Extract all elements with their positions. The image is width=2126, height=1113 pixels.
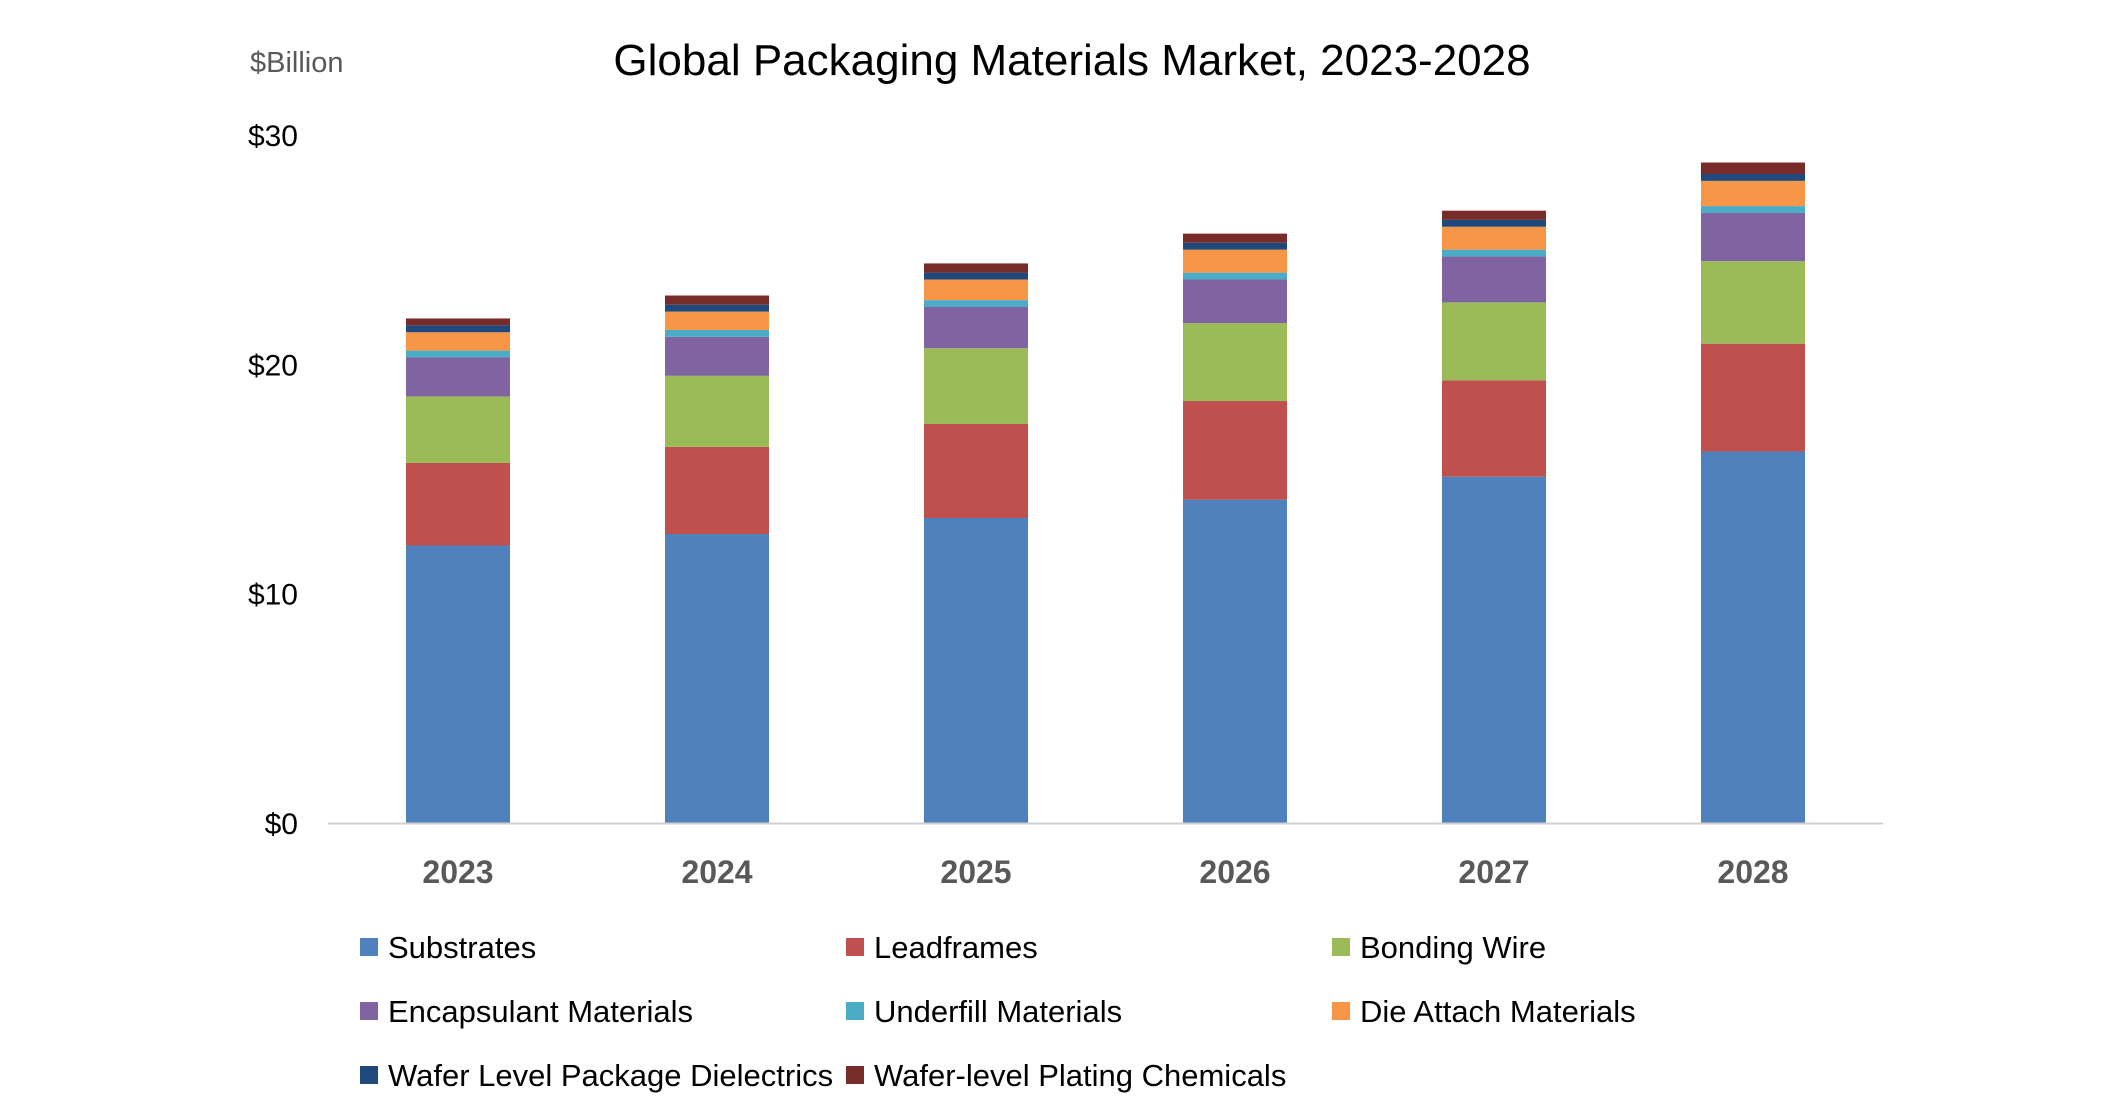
y-tick-label: $20 [248,349,298,382]
legend-swatch [846,1066,864,1084]
bar-segment [1701,343,1805,452]
bar-segment [924,348,1028,424]
legend-swatch [360,1002,378,1020]
bar-segment [924,272,1028,280]
bar-segment [1442,476,1546,823]
x-tick-label: 2026 [1199,854,1270,890]
bar-segment [406,462,510,546]
bar-segment [924,279,1028,301]
y-tick-label: $0 [265,808,298,841]
bar-segment [665,311,769,330]
bar-segment [924,300,1028,307]
bar-segment [1442,226,1546,250]
bar-segment [1183,233,1287,243]
bar-segment [665,375,769,447]
legend-label: Wafer Level Package Dielectrics [388,1058,833,1093]
y-unit-label: $Billion [250,47,344,79]
legend-swatch [846,1002,864,1020]
legend-label: Encapsulant Materials [388,994,693,1029]
legend-label: Die Attach Materials [1360,994,1636,1029]
x-tick-label: 2028 [1717,854,1788,890]
bar-segment [924,307,1028,349]
legend-label: Leadframes [874,930,1038,965]
bar-segment [665,534,769,823]
legend-label: Wafer-level Plating Chemicals [874,1058,1286,1093]
bar-segment [1442,249,1546,257]
legend-label: Substrates [388,930,536,965]
bar-segment [1701,451,1805,823]
bar-segment [1183,323,1287,402]
bar-segment [1701,206,1805,213]
bar-segment [406,350,510,358]
bar-segment [1442,210,1546,220]
x-tick-label: 2025 [940,854,1011,890]
bar-segment [1442,380,1546,477]
bar-segment [1442,256,1546,303]
bar-segment [665,446,769,535]
legend-label: Underfill Materials [874,994,1122,1029]
bar-segment [1701,180,1805,207]
bar-segment [1183,242,1287,250]
bar-segment [924,517,1028,823]
legend-swatch [1332,1002,1350,1020]
bar-segment [406,396,510,463]
x-tick-label: 2024 [681,854,752,890]
legend-swatch [846,938,864,956]
bar-segment [1701,173,1805,181]
x-tick-label: 2023 [422,854,493,890]
legend-swatch [360,938,378,956]
bar-segment [1183,272,1287,280]
bar-segment [1701,212,1805,262]
bar-segment [1183,499,1287,823]
bar-segment [665,295,769,305]
bar-segment [665,304,769,312]
bar-segment [406,545,510,823]
bar-segment [924,423,1028,518]
y-tick-label: $30 [248,120,298,153]
x-tick-label: 2027 [1458,854,1529,890]
bar-segment [1442,302,1546,381]
chart-title: Global Packaging Materials Market, 2023-… [613,36,1530,85]
bar-segment [1183,401,1287,500]
legend: Substrates Leadframes Bonding Wire Encapsul… [360,930,1636,1093]
y-tick-label: $10 [248,579,298,612]
bar-segment [1442,219,1546,227]
bar-segment [1183,279,1287,324]
legend-label: Bonding Wire [1360,930,1546,965]
legend-swatch [360,1066,378,1084]
bar-segment [1701,261,1805,344]
bar-segment [924,263,1028,273]
bar-segment [1183,249,1287,273]
bar-segment [665,329,769,337]
plot-area: $0 $10 $20 $30 2023 2024 2025 2026 2027 2028 [248,120,1883,890]
bar-segment [406,325,510,333]
bar-segment [665,336,769,376]
bar-segment [406,332,510,351]
bar-segment [406,357,510,397]
legend-swatch [1332,938,1350,956]
bar-segment [1701,162,1805,174]
bar-segment [406,318,510,326]
